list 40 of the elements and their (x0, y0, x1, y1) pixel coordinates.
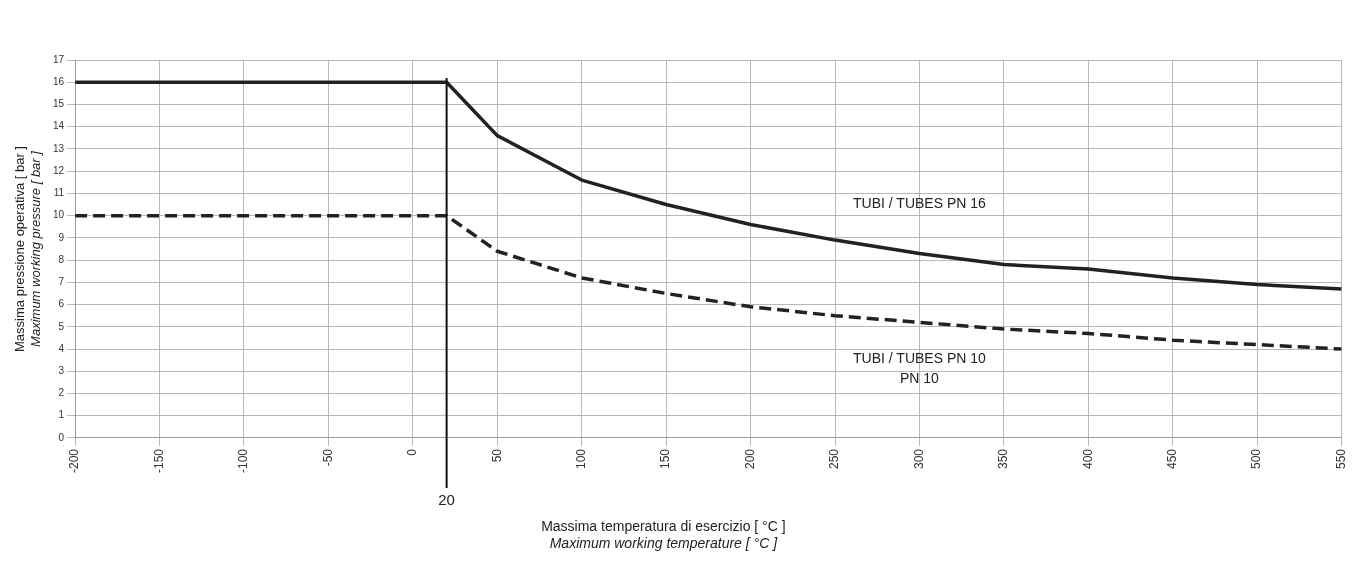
x-tick-label: -200 (67, 448, 82, 474)
y-tick-label: 1 (58, 409, 65, 421)
x-tick-label: 450 (1165, 448, 1180, 470)
y-tick-label: 17 (53, 53, 65, 65)
x-tick-label: 400 (1080, 448, 1095, 470)
y-tick-label: 12 (53, 164, 65, 176)
x-tick-label: 550 (1333, 448, 1348, 470)
ref-line-label: 20 (438, 490, 455, 508)
x-tick-label: 200 (742, 448, 757, 470)
y-tick-label: 14 (53, 120, 65, 132)
y-tick-label: 3 (58, 365, 65, 377)
y-tick-label: 4 (58, 342, 65, 354)
x-tick-label: -50 (320, 448, 335, 467)
y-tick-label: 8 (58, 253, 65, 265)
x-tick-label: 0 (405, 448, 420, 456)
x-tick-label: 50 (489, 448, 504, 463)
y-tick-label: 7 (58, 276, 65, 288)
series-label: TUBI / TUBES PN 10 (853, 350, 987, 367)
y-tick-label: 6 (58, 298, 65, 310)
x-tick-label: -100 (236, 448, 251, 474)
x-tick-label: 350 (996, 448, 1011, 470)
y-tick-label: 16 (53, 75, 65, 87)
x-axis-title: Massima temperatura di esercizio [ °C ] Maximum working temperature [ °C ] (541, 517, 786, 551)
y-tick-label: 2 (58, 387, 65, 399)
x-tick-label: 250 (827, 448, 842, 470)
y-tick-label: 11 (53, 187, 65, 199)
annotation: PN 10 (899, 370, 940, 387)
x-tick-label: 300 (911, 448, 926, 470)
y-axis-title: Massima pressione operativa [ bar ] Maximum working pressure [ bar ] (11, 146, 43, 352)
x-tick-label: -150 (151, 448, 166, 474)
x-tick-label: 100 (574, 448, 589, 470)
x-tick-label: 150 (658, 448, 673, 470)
text: TUBI / TUBES PN 16 (853, 195, 987, 212)
x-tick-label: 500 (1249, 448, 1264, 470)
y-tick-label: 15 (53, 98, 65, 110)
y-tick-label: 5 (58, 320, 65, 332)
y-tick-label: 9 (58, 231, 65, 243)
y-tick-label: 0 (58, 431, 65, 443)
y-tick-label: 10 (53, 209, 65, 221)
y-tick-label: 13 (53, 142, 65, 154)
